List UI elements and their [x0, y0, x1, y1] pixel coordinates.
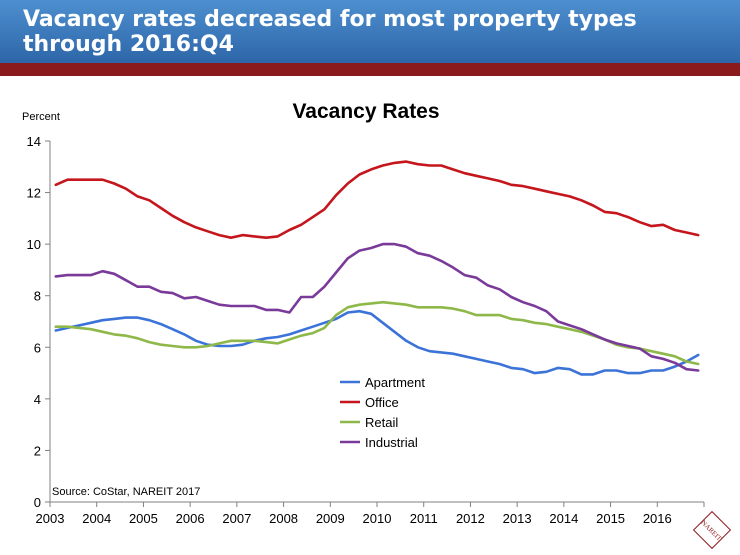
x-tick-label: 2008 [269, 511, 298, 526]
x-tick-label: 2004 [82, 511, 111, 526]
y-axis-label: Percent [22, 111, 60, 123]
legend: Apartment Office Retail Industrial [340, 375, 425, 450]
x-tick-label: 2009 [316, 511, 345, 526]
series-line-apartment [54, 309, 700, 376]
x-tick-label: 2007 [222, 511, 251, 526]
series-line-office [54, 160, 700, 239]
x-tick-label: 2011 [410, 511, 438, 526]
slide-title: Vacancy rates decreased for most propert… [23, 6, 637, 57]
axes: 0 2 4 6 8 10 12 14 2003 2004 2005 2006 2007 2008 2009 2… [27, 134, 705, 526]
nareit-logo: NAREIT [692, 510, 732, 550]
legend-label-industrial: Industrial [365, 435, 418, 450]
y-tick-label: 14 [27, 134, 41, 149]
y-tick-label: 8 [34, 289, 41, 304]
series-line-retail [54, 300, 700, 366]
y-tick-label: 2 [34, 443, 41, 458]
source-note: Source: CoStar, NAREIT 2017 [52, 486, 200, 498]
series-line-industrial [54, 242, 700, 372]
y-tick-label: 4 [34, 392, 41, 407]
x-tick-label: 2014 [549, 511, 578, 526]
legend-label-office: Office [365, 395, 399, 410]
x-tick-label: 2015 [596, 511, 625, 526]
x-tick-label: 2016 [643, 511, 672, 526]
x-tick-label: 2003 [36, 511, 65, 526]
legend-label-apartment: Apartment [365, 375, 425, 390]
y-tick-label: 10 [27, 237, 41, 252]
y-tick-label: 12 [27, 186, 41, 201]
x-tick-label: 2012 [456, 511, 485, 526]
x-tick-label: 2005 [129, 511, 158, 526]
chart-title: Vacancy Rates [292, 100, 439, 123]
series-lines [54, 160, 700, 376]
x-tick-label: 2006 [176, 511, 205, 526]
x-tick-label: 2010 [363, 511, 392, 526]
slide-header: Vacancy rates decreased for most propert… [0, 0, 740, 63]
y-tick-label: 6 [34, 340, 41, 355]
legend-label-retail: Retail [365, 415, 398, 430]
header-stripe [0, 63, 740, 76]
y-tick-label: 0 [34, 495, 41, 510]
x-tick-label: 2013 [503, 511, 532, 526]
